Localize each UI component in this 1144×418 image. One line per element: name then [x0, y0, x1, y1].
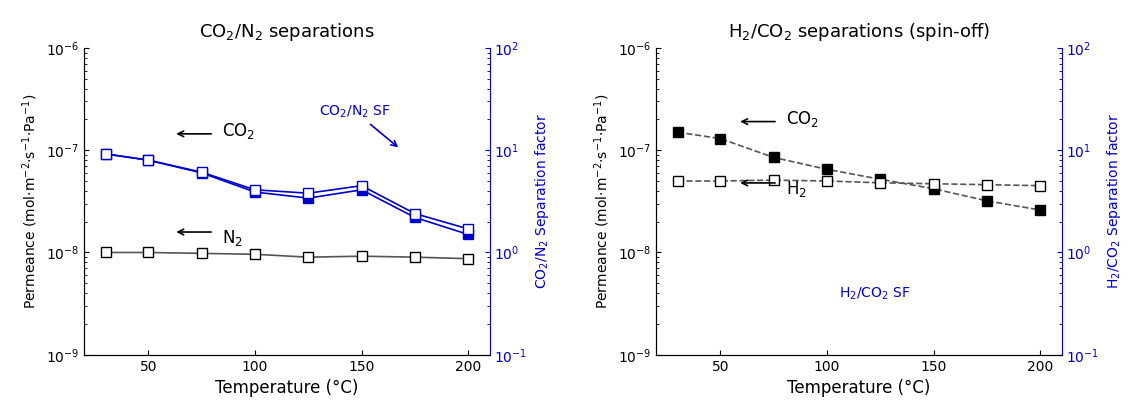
Y-axis label: H$_2$/CO$_2$ Separation factor: H$_2$/CO$_2$ Separation factor	[1105, 113, 1123, 289]
X-axis label: Temperature (°C): Temperature (°C)	[787, 379, 930, 397]
Title: H$_2$/CO$_2$ separations (spin-off): H$_2$/CO$_2$ separations (spin-off)	[728, 21, 990, 43]
Y-axis label: Permeance (mol·m$^{-2}$·s$^{-1}$·Pa$^{-1}$): Permeance (mol·m$^{-2}$·s$^{-1}$·Pa$^{-1…	[593, 94, 612, 309]
X-axis label: Temperature (°C): Temperature (°C)	[215, 379, 358, 397]
Y-axis label: Permeance (mol·m$^{-2}$·s$^{-1}$·Pa$^{-1}$): Permeance (mol·m$^{-2}$·s$^{-1}$·Pa$^{-1…	[21, 94, 40, 309]
Text: N$_2$: N$_2$	[222, 228, 243, 248]
Text: H$_2$: H$_2$	[786, 179, 807, 199]
Text: H$_2$/CO$_2$ SF: H$_2$/CO$_2$ SF	[839, 285, 911, 302]
Text: CO$_2$/N$_2$ SF: CO$_2$/N$_2$ SF	[319, 103, 397, 146]
Text: CO$_2$: CO$_2$	[222, 121, 255, 141]
Y-axis label: CO$_2$/N$_2$ Separation factor: CO$_2$/N$_2$ Separation factor	[533, 113, 551, 289]
Title: CO$_2$/N$_2$ separations: CO$_2$/N$_2$ separations	[199, 21, 375, 43]
Text: CO$_2$: CO$_2$	[786, 109, 819, 128]
